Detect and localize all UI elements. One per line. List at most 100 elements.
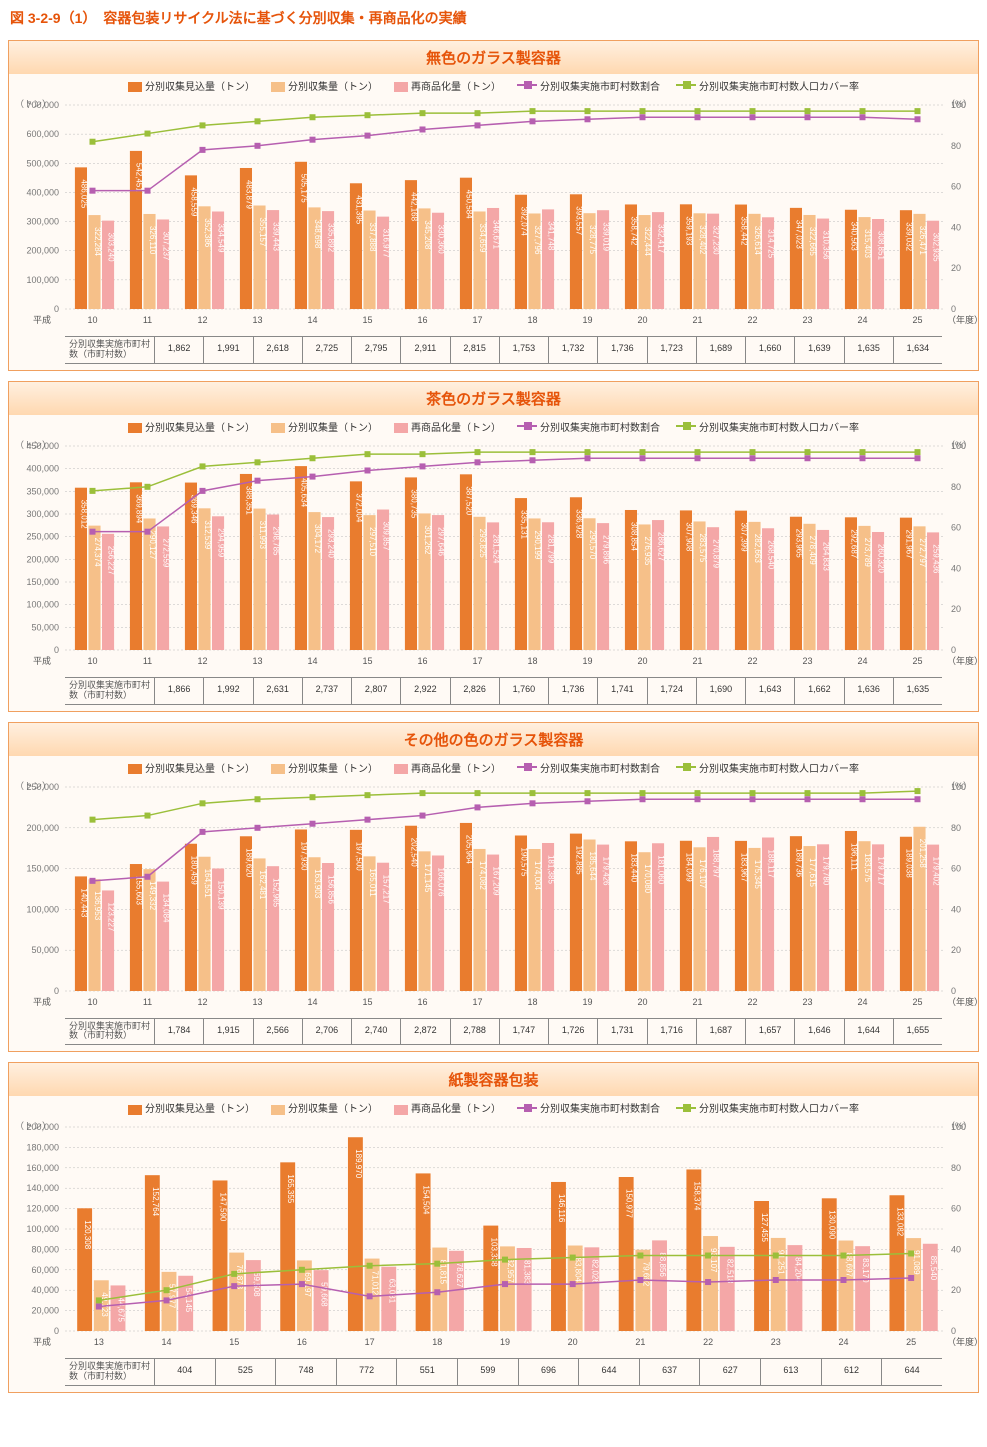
svg-text:24: 24 — [838, 1337, 848, 1347]
svg-text:162,481: 162,481 — [258, 870, 267, 899]
svg-text:167,209: 167,209 — [492, 866, 501, 895]
svg-text:330,360: 330,360 — [437, 225, 446, 254]
svg-text:0: 0 — [951, 304, 956, 314]
table-cell: 2,826 — [451, 678, 500, 704]
svg-text:20: 20 — [637, 656, 647, 666]
table-cell: 1,915 — [204, 1019, 253, 1045]
table-cell: 2,631 — [254, 678, 303, 704]
svg-text:483,879: 483,879 — [244, 180, 253, 209]
svg-text:196,111: 196,111 — [849, 843, 858, 871]
table-cell: 1,747 — [500, 1019, 549, 1045]
svg-text:355,157: 355,157 — [258, 217, 267, 246]
svg-text:290,127: 290,127 — [148, 530, 157, 559]
svg-text:22: 22 — [747, 315, 757, 325]
svg-text:185,644: 185,644 — [588, 851, 597, 880]
svg-text:176,107: 176,107 — [698, 859, 707, 888]
svg-text:154,504: 154,504 — [422, 1186, 431, 1215]
svg-text:189,970: 189,970 — [354, 1150, 363, 1179]
legend: 分別収集見込量（トン）分別収集量（トン）再商品化量（トン）分別収集実施市町村数割… — [9, 1096, 978, 1117]
svg-text:315,403: 315,403 — [863, 229, 872, 258]
svg-text:272,797: 272,797 — [918, 538, 927, 567]
svg-text:20: 20 — [951, 604, 961, 614]
svg-text:174,082: 174,082 — [478, 861, 487, 890]
svg-text:339,032: 339,032 — [904, 222, 913, 251]
svg-text:158,374: 158,374 — [692, 1182, 701, 1211]
svg-text:175,345: 175,345 — [753, 859, 762, 888]
svg-text:60: 60 — [951, 522, 961, 532]
svg-text:339,443: 339,443 — [272, 222, 281, 251]
table-cell: 613 — [761, 1359, 822, 1385]
svg-text:16: 16 — [417, 315, 427, 325]
svg-text:388,351: 388,351 — [244, 486, 253, 515]
svg-text:17: 17 — [365, 1337, 375, 1347]
svg-text:179,780: 179,780 — [822, 856, 831, 885]
svg-text:304,172: 304,172 — [313, 524, 322, 553]
table-cell: 1,862 — [155, 337, 204, 363]
panel-title: 茶色のガラス製容器 — [9, 382, 978, 415]
svg-text:13: 13 — [94, 1337, 104, 1347]
svg-text:24: 24 — [857, 656, 867, 666]
svg-text:165,011: 165,011 — [368, 868, 377, 897]
svg-text:71,012: 71,012 — [371, 1271, 380, 1296]
svg-text:22: 22 — [747, 997, 757, 1007]
svg-text:0: 0 — [951, 986, 956, 996]
svg-text:334,549: 334,549 — [217, 224, 226, 253]
table-cell: 2,922 — [401, 678, 450, 704]
table-cell: 1,687 — [697, 1019, 746, 1045]
svg-text:14: 14 — [162, 1337, 172, 1347]
table-header: 分別収集実施市町村数（市町村数） — [65, 337, 155, 363]
svg-text:291,967: 291,967 — [904, 529, 913, 558]
table-cell: 2,815 — [451, 337, 500, 363]
svg-text:（年度）: （年度） — [947, 1336, 983, 1347]
svg-text:189,736: 189,736 — [794, 848, 803, 877]
svg-text:82,026: 82,026 — [590, 1260, 599, 1285]
svg-text:298,785: 298,785 — [272, 526, 281, 555]
svg-text:22: 22 — [703, 1337, 713, 1347]
svg-text:542,451: 542,451 — [134, 163, 143, 192]
svg-text:平成: 平成 — [33, 1336, 51, 1347]
svg-text:60: 60 — [951, 182, 961, 192]
svg-text:平成: 平成 — [33, 996, 51, 1007]
svg-text:500,000: 500,000 — [26, 158, 59, 168]
svg-text:14: 14 — [307, 656, 317, 666]
svg-text:40: 40 — [951, 904, 961, 914]
svg-text:256,227: 256,227 — [107, 546, 116, 575]
panel-title: その他の色のガラス製容器 — [9, 723, 978, 756]
svg-text:18: 18 — [432, 1337, 442, 1347]
svg-text:294,959: 294,959 — [217, 528, 226, 557]
svg-text:352,386: 352,386 — [203, 218, 212, 247]
svg-text:23: 23 — [771, 1337, 781, 1347]
svg-text:21: 21 — [692, 997, 702, 1007]
svg-text:12: 12 — [197, 315, 207, 325]
svg-text:326,614: 326,614 — [753, 226, 762, 255]
svg-text:150,000: 150,000 — [26, 863, 59, 873]
svg-text:300,000: 300,000 — [26, 509, 59, 519]
svg-text:322,444: 322,444 — [643, 227, 652, 256]
svg-text:179,402: 179,402 — [932, 856, 941, 885]
table-cell: 637 — [640, 1359, 701, 1385]
svg-text:120,000: 120,000 — [26, 1204, 59, 1214]
svg-text:50,000: 50,000 — [31, 945, 59, 955]
svg-text:308,851: 308,851 — [877, 231, 886, 260]
table-cell: 2,566 — [254, 1019, 303, 1045]
svg-text:127,455: 127,455 — [760, 1213, 769, 1242]
svg-text:10: 10 — [87, 656, 97, 666]
svg-text:16: 16 — [417, 997, 427, 1007]
table-cell: 644 — [579, 1359, 640, 1385]
svg-text:442,168: 442,168 — [409, 192, 418, 221]
svg-text:293,965: 293,965 — [794, 529, 803, 558]
table-cell: 599 — [458, 1359, 519, 1385]
table-cell: 1,657 — [746, 1019, 795, 1045]
svg-text:177,615: 177,615 — [808, 858, 817, 887]
svg-text:358,742: 358,742 — [629, 216, 638, 245]
svg-text:174,004: 174,004 — [533, 861, 542, 890]
svg-text:600,000: 600,000 — [26, 129, 59, 139]
svg-text:163,903: 163,903 — [313, 869, 322, 898]
svg-text:278,409: 278,409 — [808, 536, 817, 565]
chart-area: （トン）（%）050,000100,000150,000200,000250,0… — [9, 777, 978, 1016]
table-cell: 1,723 — [648, 337, 697, 363]
svg-text:14: 14 — [307, 315, 317, 325]
svg-text:16: 16 — [297, 1337, 307, 1347]
svg-text:188,797: 188,797 — [712, 849, 721, 878]
table-cell: 1,736 — [549, 678, 598, 704]
